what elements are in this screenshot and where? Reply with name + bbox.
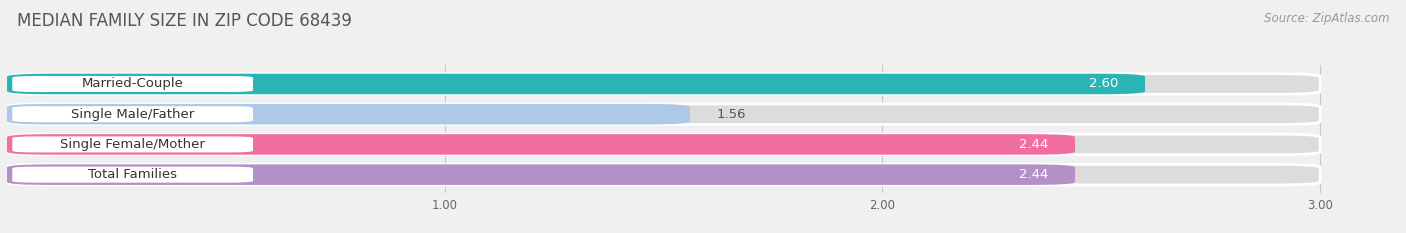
Text: 2.60: 2.60 bbox=[1090, 78, 1119, 90]
FancyBboxPatch shape bbox=[7, 74, 1320, 94]
Text: MEDIAN FAMILY SIZE IN ZIP CODE 68439: MEDIAN FAMILY SIZE IN ZIP CODE 68439 bbox=[17, 12, 352, 30]
Text: Single Male/Father: Single Male/Father bbox=[72, 108, 194, 121]
FancyBboxPatch shape bbox=[7, 104, 1320, 124]
FancyBboxPatch shape bbox=[7, 164, 1320, 185]
FancyBboxPatch shape bbox=[7, 164, 1076, 185]
FancyBboxPatch shape bbox=[7, 104, 690, 124]
FancyBboxPatch shape bbox=[7, 134, 1076, 155]
FancyBboxPatch shape bbox=[7, 74, 1144, 94]
FancyBboxPatch shape bbox=[7, 134, 1320, 155]
Text: Single Female/Mother: Single Female/Mother bbox=[60, 138, 205, 151]
FancyBboxPatch shape bbox=[13, 136, 253, 152]
Text: 2.44: 2.44 bbox=[1019, 138, 1049, 151]
Text: 2.44: 2.44 bbox=[1019, 168, 1049, 181]
Text: Total Families: Total Families bbox=[89, 168, 177, 181]
Text: Married-Couple: Married-Couple bbox=[82, 78, 184, 90]
FancyBboxPatch shape bbox=[13, 167, 253, 183]
Text: 1.56: 1.56 bbox=[716, 108, 745, 121]
Text: Source: ZipAtlas.com: Source: ZipAtlas.com bbox=[1264, 12, 1389, 25]
FancyBboxPatch shape bbox=[13, 76, 253, 92]
FancyBboxPatch shape bbox=[13, 106, 253, 122]
